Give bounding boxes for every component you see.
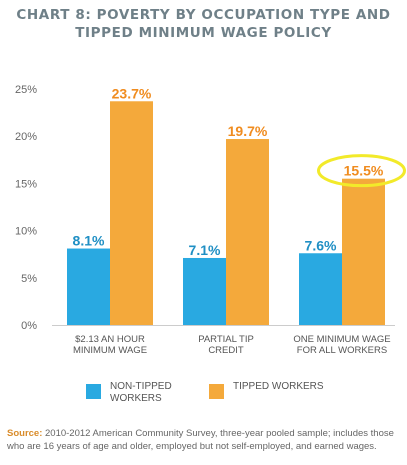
category-label: PARTIAL TIP bbox=[198, 334, 254, 345]
data-label: 23.7% bbox=[112, 85, 152, 101]
source-note: Source: 2010-2012 American Community Sur… bbox=[7, 427, 403, 453]
legend-item-tipped: TIPPED WORKERS bbox=[209, 381, 353, 399]
bar-tipped bbox=[110, 101, 153, 325]
category-label: MINIMUM WAGE bbox=[73, 345, 147, 356]
category-label: $2.13 AN HOUR bbox=[75, 334, 145, 345]
y-tick-label: 15% bbox=[15, 178, 37, 190]
data-label: 8.1% bbox=[73, 233, 105, 249]
legend-swatch-tipped bbox=[209, 384, 224, 399]
chart-title-line-1: CHART 8: POVERTY BY OCCUPATION TYPE AND bbox=[16, 7, 391, 23]
chart-title-line-2: TIPPED MINIMUM WAGE POLICY bbox=[75, 25, 332, 41]
source-text: 2010-2012 American Community Survey, thr… bbox=[7, 428, 394, 452]
data-label: 19.7% bbox=[228, 123, 268, 139]
y-tick-label: 25% bbox=[15, 84, 37, 96]
y-tick-label: 5% bbox=[21, 273, 37, 285]
y-tick-label: 0% bbox=[21, 320, 37, 332]
chart-legend: NON-TIPPED WORKERS TIPPED WORKERS bbox=[0, 381, 407, 417]
legend-label-tipped: TIPPED WORKERS bbox=[233, 381, 324, 392]
y-tick-label: 10% bbox=[15, 226, 37, 238]
bar-chart: 0% 5% 10% 15% 20% 25% 8.1% 23.7% $2.13 AN HOURMI… bbox=[15, 84, 406, 356]
legend-label-non-tipped: NON-TIPPED WORKERS bbox=[110, 381, 172, 404]
bar-non-tipped bbox=[299, 253, 342, 325]
bar-tipped bbox=[342, 178, 385, 325]
y-tick-label: 20% bbox=[15, 131, 37, 143]
bar-non-tipped bbox=[183, 257, 226, 325]
data-label: 7.6% bbox=[305, 237, 337, 253]
data-label: 7.1% bbox=[189, 242, 221, 258]
legend-swatch-non-tipped bbox=[86, 384, 101, 399]
source-label: Source: bbox=[7, 428, 43, 439]
category-label: CREDIT bbox=[208, 345, 244, 356]
category-label: FOR ALL WORKERS bbox=[297, 345, 387, 356]
category-label: ONE MINIMUM WAGE bbox=[293, 334, 390, 345]
data-label: 15.5% bbox=[344, 163, 384, 179]
chart-title: CHART 8: POVERTY BY OCCUPATION TYPE AND … bbox=[0, 6, 407, 42]
legend-item-non-tipped: NON-TIPPED WORKERS bbox=[86, 381, 190, 405]
bar-tipped bbox=[226, 139, 269, 325]
highlight-circle bbox=[317, 154, 406, 188]
bar-non-tipped bbox=[67, 248, 110, 325]
